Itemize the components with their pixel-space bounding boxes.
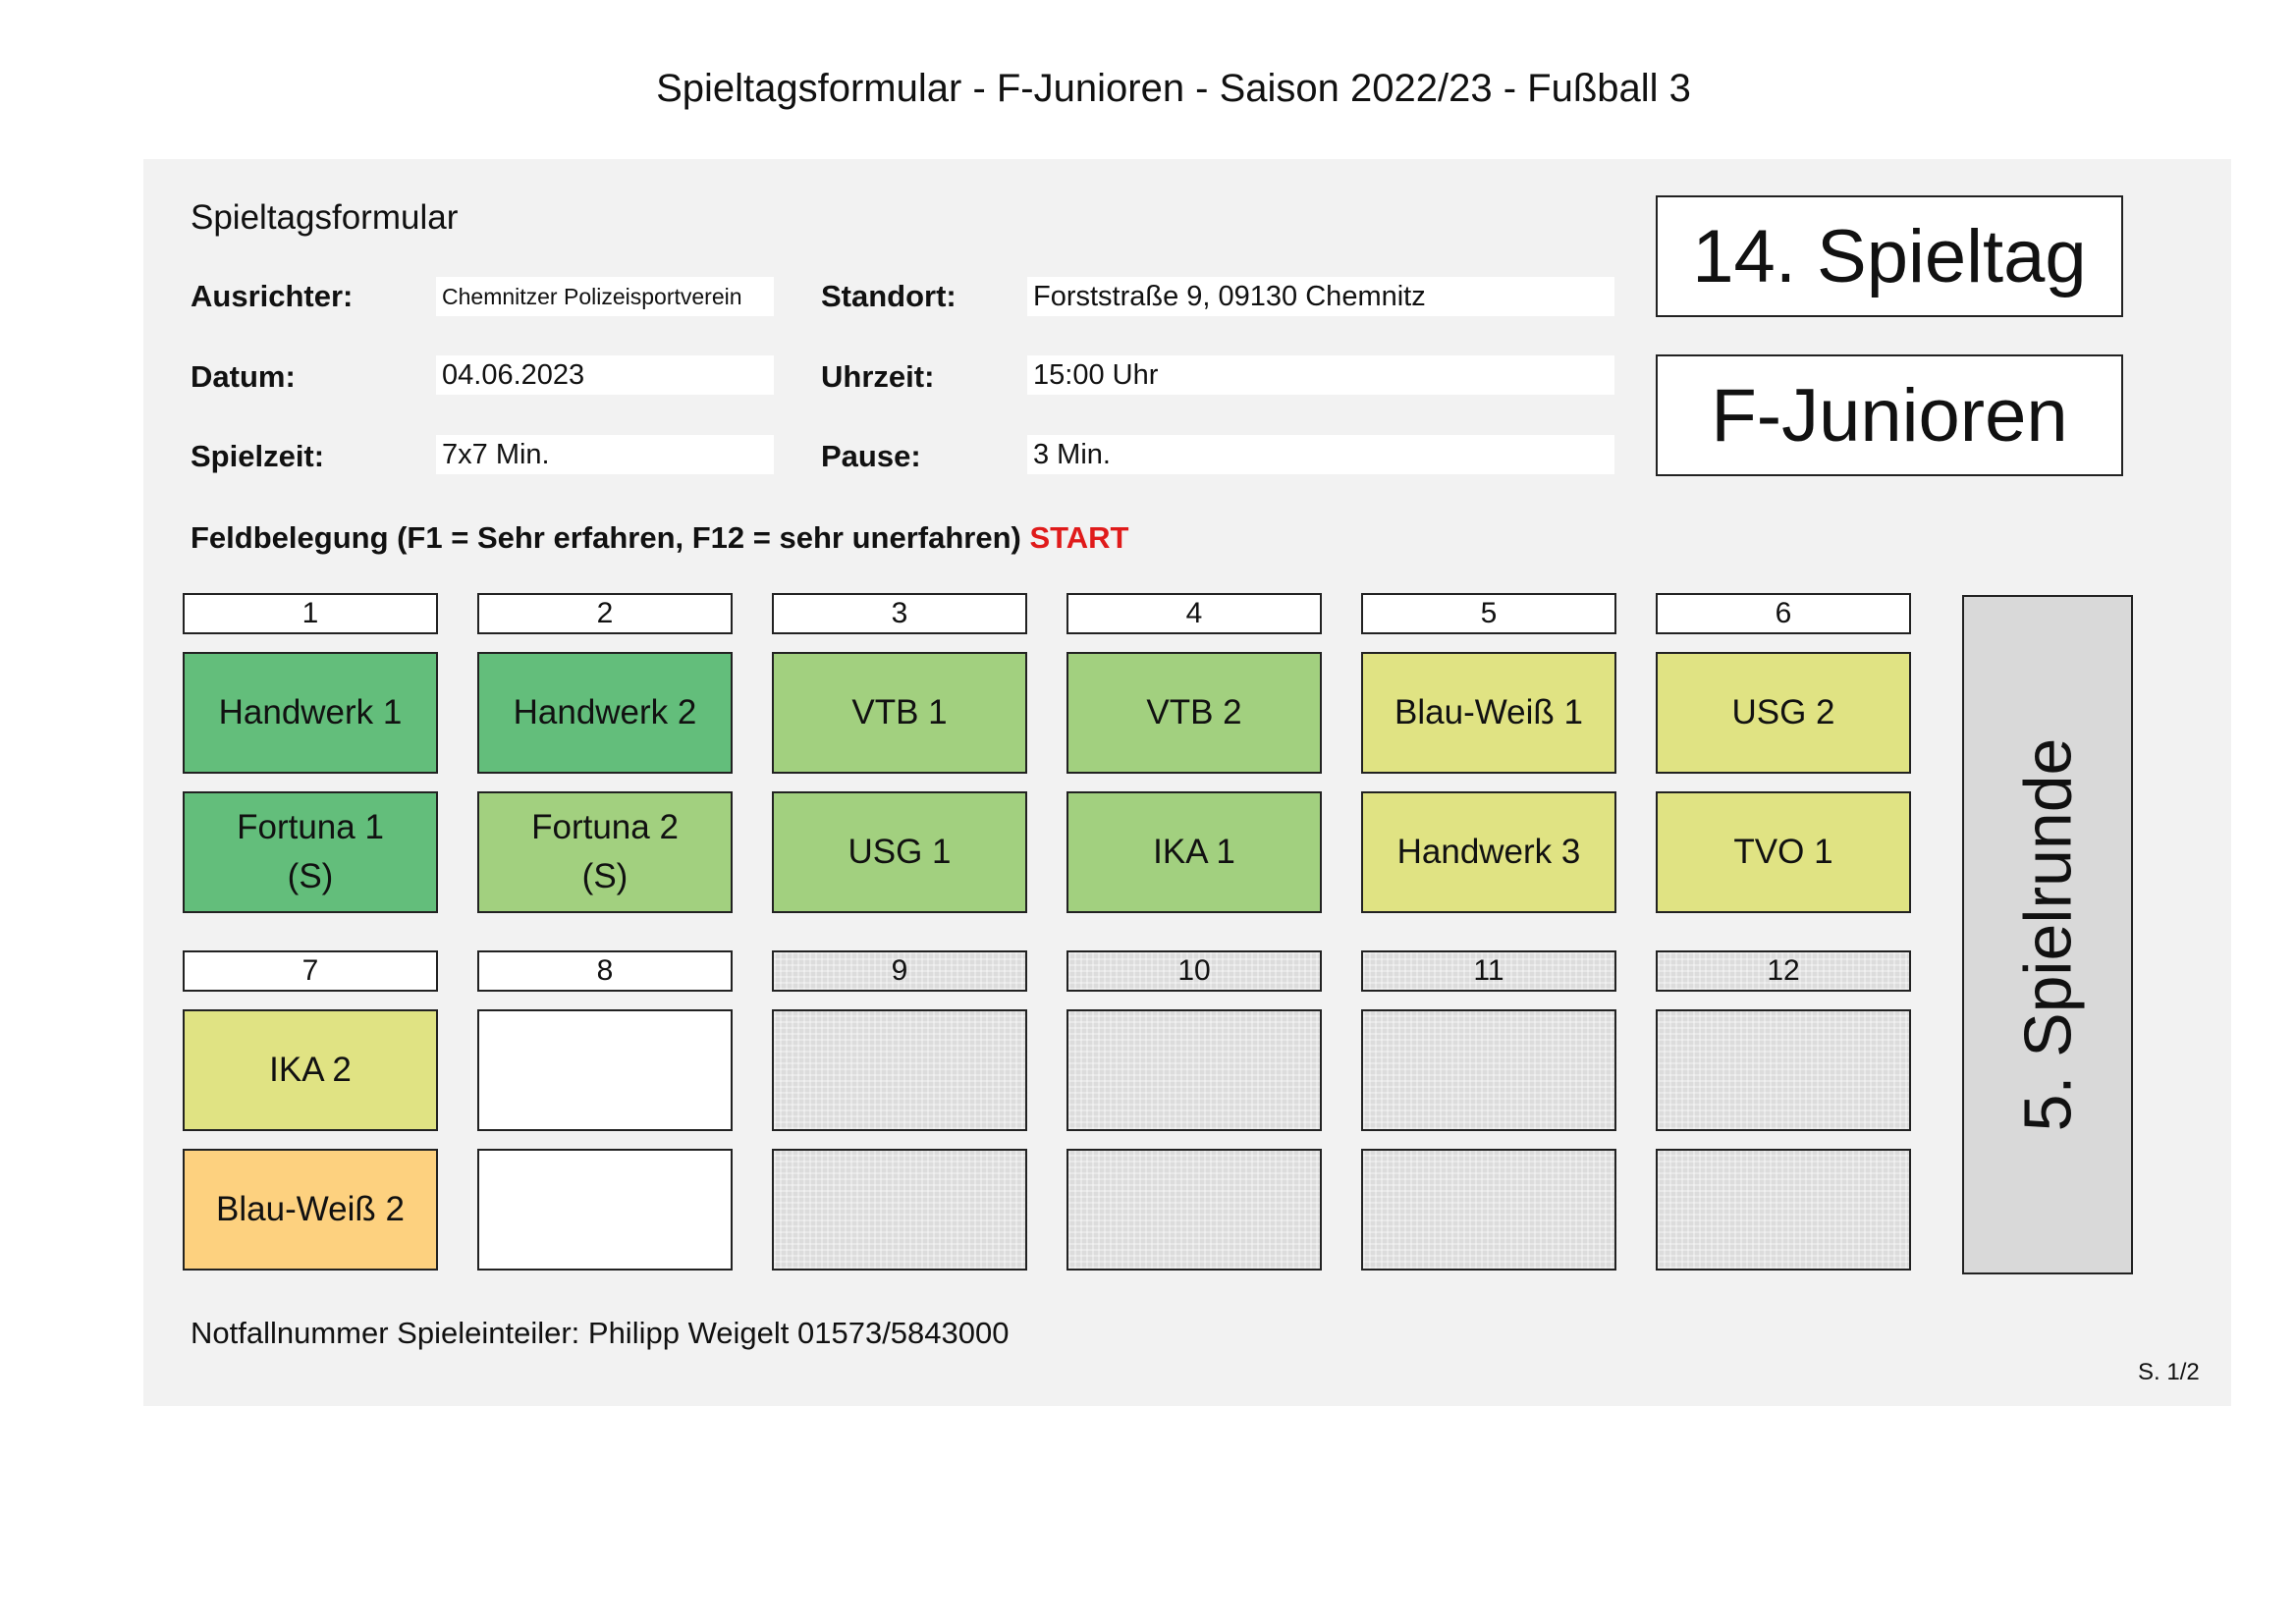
field-6-team-a[interactable]: USG 2 [1656, 652, 1911, 774]
field-9-team-a[interactable] [772, 1009, 1027, 1131]
uhrzeit-field[interactable]: 15:00 Uhr [1027, 355, 1614, 395]
team-name-line: (S) [581, 857, 629, 895]
team-name-line: IKA 1 [1153, 833, 1235, 871]
section-title: Spieltagsformular [191, 198, 459, 237]
uhrzeit-label: Uhrzeit: [821, 359, 935, 394]
team-name-line: IKA 2 [269, 1051, 352, 1089]
team-name-line: TVO 1 [1733, 833, 1833, 871]
document-title: Spieltagsformular - F-Junioren - Saison … [656, 67, 1691, 110]
field-number-9: 9 [772, 950, 1027, 992]
field-3-team-b[interactable]: USG 1 [772, 791, 1027, 913]
field-5-team-b[interactable]: Handwerk 3 [1361, 791, 1616, 913]
ausrichter-label: Ausrichter: [191, 279, 354, 313]
field-number-3: 3 [772, 593, 1027, 634]
field-number-11: 11 [1361, 950, 1616, 992]
altersklasse-box: F-Junioren [1656, 354, 2123, 476]
emergency-contact: Notfallnummer Spieleinteiler: Philipp We… [191, 1316, 1010, 1350]
team-name-line: Fortuna 2 [531, 808, 679, 846]
team-name-line: Handwerk 1 [218, 693, 403, 731]
field-3-team-a[interactable]: VTB 1 [772, 652, 1027, 774]
field-1-team-a[interactable]: Handwerk 1 [183, 652, 438, 774]
field-11-team-a[interactable] [1361, 1009, 1616, 1131]
pause-field[interactable]: 3 Min. [1027, 435, 1614, 474]
field-4-team-a[interactable]: VTB 2 [1066, 652, 1322, 774]
field-7-team-b[interactable]: Blau-Weiß 2 [183, 1149, 438, 1271]
field-11-team-b[interactable] [1361, 1149, 1616, 1271]
team-name-line: Blau-Weiß 1 [1394, 693, 1583, 731]
field-9-team-b[interactable] [772, 1149, 1027, 1271]
field-number-8: 8 [477, 950, 733, 992]
team-name-line: Fortuna 1 [237, 808, 384, 846]
field-8-team-a[interactable] [477, 1009, 733, 1131]
team-name-line: Blau-Weiß 2 [216, 1190, 405, 1228]
field-number-5: 5 [1361, 593, 1616, 634]
field-4-team-b[interactable]: IKA 1 [1066, 791, 1322, 913]
page-number: S. 1/2 [2138, 1359, 2200, 1385]
spielzeit-field[interactable]: 7x7 Min. [436, 435, 774, 474]
datum-field[interactable]: 04.06.2023 [436, 355, 774, 395]
pause-label: Pause: [821, 439, 921, 473]
field-10-team-a[interactable] [1066, 1009, 1322, 1131]
feldbelegung-title: Feldbelegung (F1 = Sehr erfahren, F12 = … [191, 520, 1128, 556]
team-name-line: Handwerk 3 [1396, 833, 1581, 871]
field-number-7: 7 [183, 950, 438, 992]
spielrunde-box: 5. Spielrunde [1962, 595, 2133, 1274]
field-8-team-b[interactable] [477, 1149, 733, 1271]
team-name-line: VTB 2 [1146, 693, 1242, 731]
field-2-team-a[interactable]: Handwerk 2 [477, 652, 733, 774]
field-number-1: 1 [183, 593, 438, 634]
field-number-2: 2 [477, 593, 733, 634]
field-10-team-b[interactable] [1066, 1149, 1322, 1271]
standort-label: Standort: [821, 279, 957, 313]
field-number-12: 12 [1656, 950, 1911, 992]
team-name-line: Handwerk 2 [513, 693, 697, 731]
spieltag-box: 14. Spieltag [1656, 195, 2123, 317]
field-5-team-a[interactable]: Blau-Weiß 1 [1361, 652, 1616, 774]
field-number-6: 6 [1656, 593, 1911, 634]
spielzeit-label: Spielzeit: [191, 439, 325, 473]
field-1-team-b[interactable]: Fortuna 1 (S) [183, 791, 438, 913]
standort-field[interactable]: Forststraße 9, 09130 Chemnitz [1027, 277, 1614, 316]
field-7-team-a[interactable]: IKA 2 [183, 1009, 438, 1131]
ausrichter-field[interactable]: Chemnitzer Polizeisportverein [436, 277, 774, 316]
field-12-team-b[interactable] [1656, 1149, 1911, 1271]
team-name-line: (S) [287, 857, 334, 895]
spielrunde-label: 5. Spielrunde [2010, 737, 2086, 1132]
team-name-line: USG 1 [847, 833, 952, 871]
field-number-10: 10 [1066, 950, 1322, 992]
field-12-team-a[interactable] [1656, 1009, 1911, 1131]
field-2-team-b[interactable]: Fortuna 2 (S) [477, 791, 733, 913]
start-status: START [1029, 520, 1129, 555]
field-6-team-b[interactable]: TVO 1 [1656, 791, 1911, 913]
datum-label: Datum: [191, 359, 296, 394]
team-name-line: USG 2 [1731, 693, 1835, 731]
team-name-line: VTB 1 [851, 693, 948, 731]
feldbelegung-text: Feldbelegung (F1 = Sehr erfahren, F12 = … [191, 520, 1021, 555]
field-number-4: 4 [1066, 593, 1322, 634]
